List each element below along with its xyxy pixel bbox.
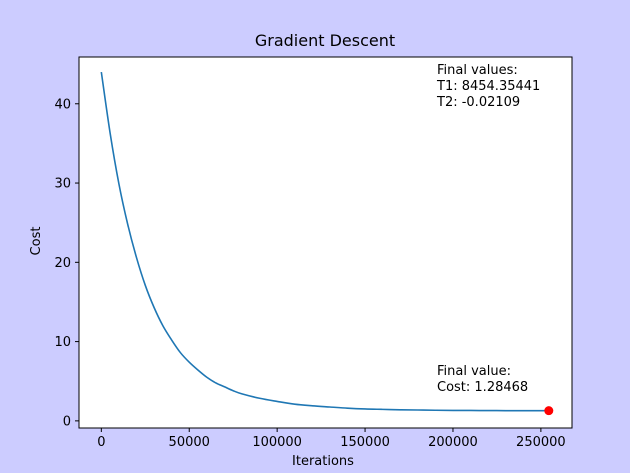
final-cost-marker	[544, 406, 554, 416]
y-tick-label: 10	[54, 335, 71, 350]
annotation-params-line-1: Final values:	[437, 63, 518, 78]
chart-title: Gradient Descent	[255, 31, 395, 50]
x-tick-label: 250000	[516, 435, 566, 450]
final-cost-annotation: Final value: Cost: 1.28468	[437, 364, 528, 395]
x-tick-label: 50000	[169, 435, 210, 450]
x-axis-ticks: 0 50000 100000 150000 200000 250000	[97, 428, 566, 450]
y-axis-label: Cost	[29, 227, 44, 256]
x-tick-label: 100000	[252, 435, 302, 450]
x-tick-label: 150000	[340, 435, 390, 450]
x-tick-label: 200000	[428, 435, 478, 450]
cost-series-line	[100, 71, 549, 412]
annotation-cost-line-2: Cost: 1.28468	[437, 380, 528, 395]
plot-area	[78, 56, 573, 429]
x-tick-label: 0	[97, 435, 105, 450]
annotation-params-line-3: T2: -0.02109	[436, 95, 520, 110]
y-tick-label: 20	[54, 256, 71, 271]
annotation-params-line-2: T1: 8454.35441	[436, 79, 540, 94]
x-axis-label: Iterations	[292, 454, 354, 469]
y-tick-label: 30	[54, 177, 71, 192]
final-params-annotation: Final values: T1: 8454.35441 T2: -0.0210…	[436, 63, 540, 110]
y-tick-label: 40	[54, 97, 71, 112]
annotation-cost-line-1: Final value:	[437, 364, 511, 379]
y-axis-ticks: 0 10 20 30 40	[54, 97, 79, 429]
y-tick-label: 0	[63, 414, 71, 429]
